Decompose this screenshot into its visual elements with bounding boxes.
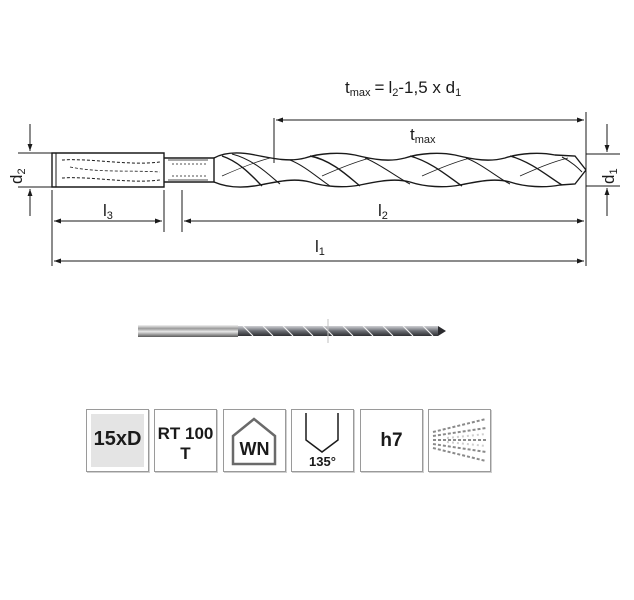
dimension-lines <box>27 117 610 264</box>
house-outline-icon <box>231 417 277 466</box>
drill-technical-drawing: tmax = l2-1,5 x d1 tmax l3 l2 l1 <box>7 78 620 266</box>
tmax-formula: tmax = l2-1,5 x d1 <box>345 78 461 99</box>
coating-badge: RT 100 T <box>154 409 217 472</box>
coating-label-line1: RT 100 <box>157 424 214 443</box>
tolerance-label: h7 <box>380 430 403 451</box>
drill-outline <box>51 152 587 188</box>
standard-label: WN <box>239 439 270 459</box>
l2-label: l2 <box>378 201 388 222</box>
coating-label-line2: T <box>180 444 191 463</box>
d1-label: d1 <box>599 168 620 184</box>
l1-label: l1 <box>315 237 325 258</box>
point-angle-label: 135° <box>309 454 336 469</box>
length-ratio-label: 15xD <box>93 428 142 450</box>
length-ratio-badge: 15xD <box>86 409 149 472</box>
standard-badge: WN <box>223 409 286 472</box>
d2-label: d2 <box>7 168 28 184</box>
tmax-label: tmax <box>410 125 436 146</box>
l3-label: l3 <box>103 201 113 222</box>
drill-point-icon <box>305 413 339 453</box>
coolant-badge <box>428 409 491 472</box>
point-angle-badge: 135° <box>291 409 354 472</box>
drill-product-photo <box>138 319 446 343</box>
extension-lines <box>18 112 620 266</box>
tolerance-badge: h7 <box>360 409 423 472</box>
coolant-through-icon <box>432 418 487 462</box>
